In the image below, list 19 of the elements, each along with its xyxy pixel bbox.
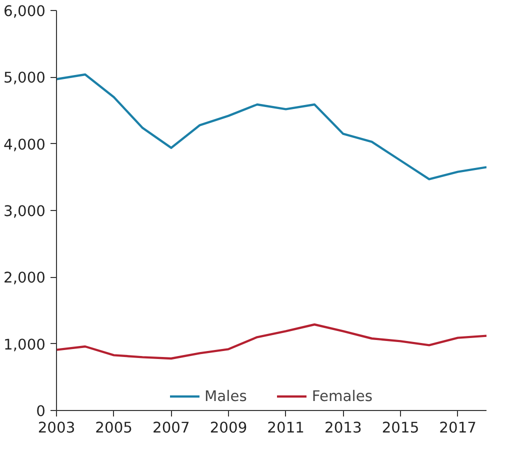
- x-tick-label: 2017: [439, 420, 476, 436]
- legend-label: Males: [204, 388, 247, 404]
- y-tick-label: 2,000: [4, 270, 46, 287]
- y-tick-label: 1,000: [4, 336, 46, 354]
- line-series: [56, 73, 486, 180]
- x-tick-label: 2011: [267, 420, 304, 436]
- y-tick-label: 0: [36, 403, 46, 420]
- x-tick-label: 2013: [324, 420, 362, 436]
- legend-label: Females: [312, 388, 372, 404]
- y-tick-label: 3,000: [4, 203, 46, 220]
- x-tick-label: 2015: [382, 420, 420, 436]
- x-tick-label: 2003: [38, 420, 76, 436]
- y-tick-label: 5,000: [4, 70, 46, 87]
- x-tick-label: 2007: [152, 420, 190, 436]
- line-series: [56, 323, 486, 360]
- x-tick-label: 2005: [95, 420, 132, 436]
- y-tick-label: 4,000: [4, 136, 46, 154]
- x-tick-label: 2009: [210, 420, 248, 436]
- y-tick-label: 6,000: [4, 3, 46, 20]
